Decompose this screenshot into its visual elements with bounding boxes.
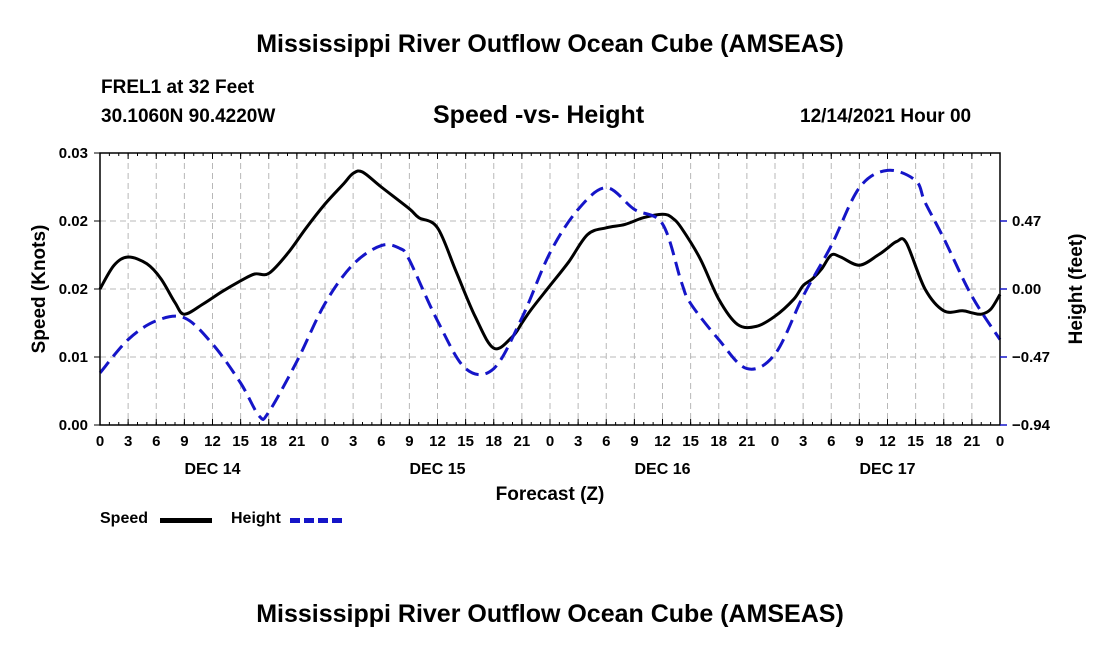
series-layer — [98, 168, 1002, 421]
x-tick-label: 6 — [377, 433, 385, 450]
x-tick-label: 6 — [152, 433, 160, 450]
x-tick-label: 18 — [935, 433, 952, 450]
x-tick-label: 0 — [321, 433, 329, 450]
forecast-datetime: 12/14/2021 Hour 00 — [800, 106, 972, 127]
x-tick-label: 0 — [546, 433, 554, 450]
series-line-height — [98, 168, 1002, 421]
y-left-tick-label: 0.03 — [59, 145, 88, 162]
x-tick-label: 9 — [180, 433, 188, 450]
x-tick-label: 3 — [124, 433, 132, 450]
x-tick-label: 21 — [964, 433, 981, 450]
x-tick-label: 3 — [799, 433, 807, 450]
y-left-tick-label: 0.02 — [59, 281, 88, 298]
x-tick-label: 21 — [739, 433, 756, 450]
station-coordinates: 30.1060N 90.4220W — [101, 106, 276, 127]
x-tick-label: 9 — [405, 433, 413, 450]
y-left-tick-label: 0.01 — [59, 349, 88, 366]
y-left-tick-label: 0.00 — [59, 417, 88, 434]
x-day-label: DEC 16 — [634, 461, 690, 478]
main-title: Mississippi River Outflow Ocean Cube (AM… — [256, 30, 844, 58]
x-tick-label: 3 — [574, 433, 582, 450]
x-tick-label: 9 — [630, 433, 638, 450]
x-tick-label: 0 — [96, 433, 104, 450]
x-tick-label: 3 — [349, 433, 357, 450]
x-tick-label: 15 — [682, 433, 699, 450]
y-left-tick-label: 0.02 — [59, 213, 88, 230]
x-day-label: DEC 17 — [859, 461, 915, 478]
x-tick-label: 12 — [429, 433, 446, 450]
legend-height-swatch — [290, 518, 342, 523]
x-axis-label: Forecast (Z) — [496, 484, 605, 505]
x-tick-label: 0 — [771, 433, 779, 450]
y-axis-label-left: Speed (Knots) — [29, 225, 50, 354]
y-axis-label-right: Height (feet) — [1066, 234, 1087, 345]
y-right-tick-label: −0.94 — [1012, 417, 1051, 434]
station-label: FREL1 at 32 Feet — [101, 77, 255, 98]
x-tick-label: 9 — [855, 433, 863, 450]
x-tick-label: 18 — [710, 433, 727, 450]
x-day-label: DEC 14 — [184, 461, 240, 478]
x-tick-label: 6 — [602, 433, 610, 450]
x-day-label: DEC 15 — [409, 461, 465, 478]
x-tick-label: 12 — [204, 433, 221, 450]
legend-speed-swatch — [160, 518, 212, 523]
legend-speed-label: Speed — [100, 510, 149, 527]
grid-layer — [100, 153, 1000, 425]
x-tick-label: 21 — [514, 433, 531, 450]
x-tick-label: 6 — [827, 433, 835, 450]
legend-height-label: Height — [231, 510, 281, 527]
x-tick-label: 21 — [289, 433, 306, 450]
x-tick-label: 18 — [485, 433, 502, 450]
bottom-title: Mississippi River Outflow Ocean Cube (AM… — [256, 600, 844, 628]
x-tick-label: 12 — [654, 433, 671, 450]
y-right-tick-label: −0.47 — [1012, 349, 1050, 366]
x-tick-label: 12 — [879, 433, 896, 450]
x-tick-label: 0 — [996, 433, 1004, 450]
y-right-tick-label: 0.00 — [1012, 281, 1041, 298]
series-line-speed — [98, 169, 1002, 351]
x-tick-label: 15 — [907, 433, 924, 450]
axis-layer: 0 3 6 9 12 15 18 21 0 3 6 9 12 15 18 21 0 3 6 9 12 15 18 21 0 3 6 9… — [59, 145, 1051, 478]
x-tick-label: 18 — [260, 433, 277, 450]
x-tick-label: 15 — [232, 433, 249, 450]
y-right-tick-label: 0.47 — [1012, 213, 1041, 230]
x-tick-label: 15 — [457, 433, 474, 450]
chart-subtitle: Speed -vs- Height — [433, 101, 645, 129]
